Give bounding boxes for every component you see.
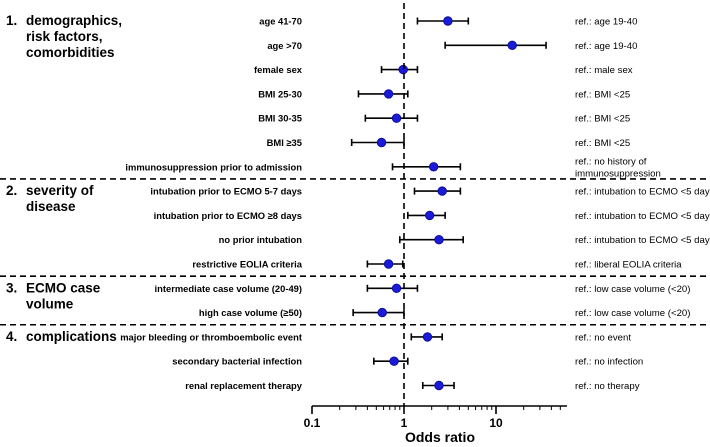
row-label: age >70	[267, 40, 302, 51]
row-label: no prior intubation	[219, 234, 303, 245]
row-label: intubation prior to ECMO ≥8 days	[154, 210, 302, 221]
row-label: BMI 25-30	[258, 88, 302, 99]
reference-label: ref.: intubation to ECMO <5 days	[575, 235, 710, 246]
odds-ratio-point	[391, 283, 402, 294]
row-label: female sex	[254, 64, 303, 75]
reference-label: ref.: no event	[575, 332, 631, 343]
odds-ratio-point	[437, 186, 447, 196]
group-number: 3.	[6, 280, 17, 295]
row-label: renal replacement therapy	[185, 380, 303, 391]
reference-label: ref.: no infection	[575, 357, 643, 368]
reference-label: ref.: liberal EOLIA criteria	[575, 260, 682, 271]
row-label: intubation prior to ECMO 5-7 days	[150, 186, 302, 197]
reference-label: ref.: age 19-40	[575, 41, 637, 52]
odds-ratio-point	[389, 356, 399, 366]
group-title-line: ECMO case	[26, 280, 101, 295]
reference-label: ref.: no therapy	[575, 381, 640, 392]
row-label: intermediate case volume (20-49)	[155, 283, 302, 294]
reference-label: ref.: no history of	[575, 156, 647, 167]
odds-ratio-point	[422, 332, 433, 342]
reference-label: ref.: low case volume (<20)	[575, 308, 690, 319]
odds-ratio-point	[507, 40, 517, 51]
odds-ratio-point	[428, 162, 439, 172]
reference-label: ref.: intubation to ECMO <5 days	[575, 187, 710, 198]
group-number: 4.	[6, 329, 17, 344]
group-title-line: demographics,	[26, 13, 122, 28]
group-title-line: volume	[26, 296, 74, 311]
row-label: major bleeding or thromboembolic event	[120, 331, 302, 342]
reference-label: immunosuppression	[575, 168, 661, 179]
row-label: immunosuppression prior to admission	[125, 161, 302, 172]
group-title-line: risk factors,	[26, 29, 103, 44]
x-tick-label: 1	[401, 416, 408, 430]
row-label: secondary bacterial infection	[172, 356, 302, 367]
odds-ratio-point	[424, 210, 435, 221]
odds-ratio-point	[434, 234, 444, 245]
row-label: BMI 30-35	[258, 113, 302, 124]
odds-ratio-point	[391, 113, 402, 123]
row-label: high case volume (≥50)	[199, 307, 302, 318]
row-label: BMI ≥35	[267, 137, 302, 148]
x-axis-title: Odds ratio	[405, 429, 475, 445]
x-tick-label: 10	[489, 416, 503, 430]
row-label: restrictive EOLIA criteria	[192, 259, 302, 270]
reference-label: ref.: low case volume (<20)	[575, 284, 690, 295]
odds-ratio-point	[383, 89, 394, 99]
reference-label: ref.: intubation to ECMO <5 days	[575, 211, 710, 222]
group-number: 1.	[6, 13, 17, 28]
odds-ratio-point	[443, 16, 453, 26]
odds-ratio-point	[434, 380, 444, 391]
odds-ratio-point	[398, 64, 408, 75]
reference-label: ref.: age 19-40	[575, 17, 637, 28]
odds-ratio-point	[383, 259, 394, 269]
group-title-line: comorbidities	[26, 45, 115, 60]
x-tick-label: 0.1	[304, 416, 321, 430]
group-title-line: disease	[26, 199, 76, 214]
reference-label: ref.: male sex	[575, 65, 633, 76]
row-label: age 41-70	[259, 16, 302, 27]
odds-ratio-point	[376, 137, 387, 148]
group-title-line: severity of	[26, 183, 94, 198]
group-title-line: complications	[26, 329, 117, 344]
odds-ratio-point	[377, 307, 387, 318]
reference-label: ref.: BMI <25	[575, 89, 630, 100]
group-number: 2.	[6, 183, 17, 198]
reference-label: ref.: BMI <25	[575, 114, 630, 125]
reference-label: ref.: BMI <25	[575, 138, 630, 149]
